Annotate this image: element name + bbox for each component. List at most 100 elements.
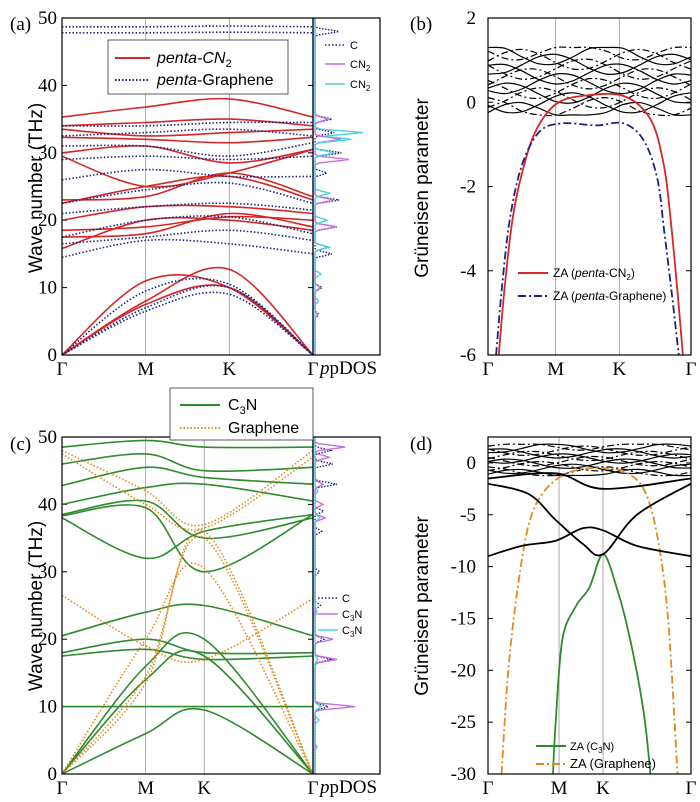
band-line	[62, 25, 313, 28]
xtick-label: Γ	[57, 778, 68, 799]
panel-b-curves	[488, 46, 691, 355]
xtick-label: K	[612, 359, 626, 380]
ytick-label: 10	[38, 278, 57, 299]
ytick-label: -25	[451, 712, 476, 733]
series-line	[488, 482, 691, 557]
panel-a-pdos-frame	[312, 17, 381, 356]
band-line	[62, 202, 313, 215]
series-line	[488, 472, 691, 490]
panel-c-ylabel: Wave number (THz)	[26, 521, 47, 691]
panel-d-curves	[488, 443, 691, 774]
band-line	[62, 504, 313, 573]
branch-line	[488, 463, 691, 475]
band-line	[62, 155, 313, 161]
panel-a-legend: penta-CN2 penta-Graphene	[107, 39, 289, 95]
ytick-label: 0	[48, 764, 58, 785]
branch-line	[488, 458, 691, 469]
panel-a: (a) Wave number (THz) 0 10 20 30 40 50 Γ M K Γ p…	[10, 8, 381, 380]
ytick-label: 0	[467, 92, 477, 113]
legend-label-graphene: Graphene	[228, 420, 299, 437]
panel-b-frame	[487, 17, 692, 356]
ytick-label: -15	[451, 608, 476, 629]
series-line	[488, 526, 691, 558]
panel-b-yticks: 2 0 -2 -4 -6	[460, 8, 691, 366]
legend-label-za-penta-cn2: ZA (penta-CN2)	[553, 266, 635, 282]
panel-c-legend: C3N Graphene	[169, 387, 314, 441]
panel-c-pdos-legend: C C3N C3N	[318, 593, 362, 639]
xtick-label: M	[551, 778, 568, 799]
band-line	[62, 482, 313, 506]
branch-line	[488, 77, 691, 100]
ytick-label: 10	[38, 697, 57, 718]
band-line	[62, 453, 313, 473]
legend-label-za-penta-graphene: ZA (penta-Graphene)	[553, 289, 666, 303]
ytick-label: 20	[38, 210, 57, 231]
band-line	[62, 638, 313, 655]
band-line	[62, 136, 313, 144]
panel-a-pdos-legend: C CN2 CN2	[325, 40, 371, 93]
band-line	[62, 212, 313, 238]
band-line	[62, 535, 313, 774]
band-line	[62, 449, 313, 527]
branch-line	[488, 82, 691, 104]
panel-d-label: (d)	[410, 434, 432, 455]
xtick-label: M	[547, 359, 564, 380]
ytick-label: -2	[460, 177, 476, 198]
pdos-legend-cn2-b: CN2	[350, 79, 371, 93]
branch-line	[488, 101, 691, 116]
panel-a-pdos-curves	[314, 18, 364, 355]
pdos-legend-c3n-a: C3N	[342, 609, 362, 623]
band-line	[62, 513, 313, 560]
band-line	[62, 266, 313, 355]
panel-a-pdos-label: ppDOS	[318, 358, 377, 379]
pdos-line	[314, 18, 342, 355]
band-line	[62, 453, 313, 531]
xtick-label: Γ	[686, 359, 697, 380]
ytick-label: -6	[460, 345, 476, 366]
xtick-label: Γ	[483, 778, 494, 799]
xtick-label: Γ	[308, 778, 319, 799]
panel-d-gridlines	[558, 437, 604, 774]
band-line	[62, 439, 313, 449]
branch-line	[488, 468, 691, 477]
band-line	[62, 284, 313, 355]
band-line	[62, 291, 313, 355]
band-line	[62, 499, 313, 540]
ytick-label: 30	[38, 562, 57, 583]
band-line	[62, 97, 313, 118]
panel-d-frame	[487, 436, 692, 775]
band-line	[62, 148, 313, 188]
band-line	[62, 168, 313, 181]
panel-c-pdos-curves	[314, 437, 356, 774]
legend-label-penta-graphene: penta-Graphene	[156, 72, 274, 89]
branch-line	[488, 58, 691, 80]
branch-line	[488, 63, 691, 85]
pdos-line	[314, 18, 364, 355]
band-line	[62, 707, 313, 774]
xtick-label: M	[137, 778, 154, 799]
legend-label-za-graphene: ZA (Graphene)	[570, 756, 656, 771]
panel-d-ylabel: Grüneisen parameter	[412, 516, 433, 696]
band-line	[62, 594, 313, 663]
pdos-line	[314, 437, 323, 774]
panel-a-yticks: 0 10 20 30 40 50	[38, 8, 313, 366]
ytick-label: -30	[451, 764, 476, 785]
series-line	[500, 467, 679, 774]
ytick-label: 40	[38, 494, 57, 515]
branch-line	[488, 445, 691, 456]
ytick-label: -20	[451, 660, 476, 681]
branch-line	[488, 87, 691, 109]
pdos-legend-cn2-a: CN2	[350, 59, 371, 73]
band-line	[62, 632, 313, 774]
branch-line	[488, 73, 691, 95]
xtick-label: Γ	[57, 359, 68, 380]
band-line	[62, 215, 313, 232]
band-line	[62, 175, 313, 205]
panel-c-pdos-label: ppDOS	[318, 777, 377, 798]
series-line	[495, 121, 680, 355]
band-line	[62, 562, 313, 774]
pdos-legend-c-c: C	[342, 593, 350, 605]
